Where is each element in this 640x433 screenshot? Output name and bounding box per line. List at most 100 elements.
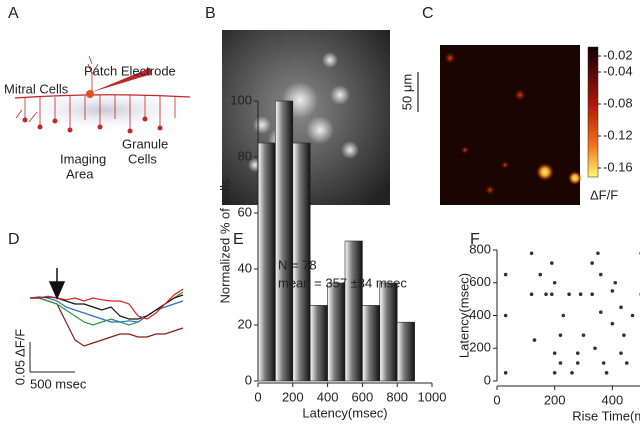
diagram: Patch Electrode Mitral Cells Imaging Are…: [4, 55, 200, 181]
point: [532, 338, 537, 342]
x-tick-label: 200: [282, 389, 304, 404]
point: [503, 371, 508, 375]
bar: [362, 305, 381, 382]
point: [575, 351, 580, 355]
y-tick-label: 0: [245, 372, 252, 387]
point: [575, 361, 580, 365]
colorbar-tick-label: -0.16: [603, 159, 633, 174]
scale-bar-label: 0.05 ΔF/F: [12, 329, 27, 385]
point: [578, 292, 583, 297]
colorbar-tick-label: -0.02: [603, 47, 633, 62]
y-tick-label: 100: [230, 92, 252, 107]
panel-labels: A B C D E F: [8, 5, 480, 248]
arrow: [48, 268, 66, 300]
bar: [309, 305, 328, 382]
point: [558, 361, 563, 365]
colorbar-tick-label: -0.08: [603, 95, 633, 110]
point: [558, 333, 563, 337]
point: [561, 313, 566, 318]
point: [552, 280, 557, 285]
panel-label: F: [470, 231, 480, 248]
bar: [344, 240, 363, 382]
heatmap-image: [440, 45, 580, 205]
trace: [30, 297, 184, 347]
y-tick-label: 200: [469, 340, 491, 355]
patched-cell: [86, 90, 94, 98]
point: [624, 361, 629, 365]
y-tick-label: 80: [238, 148, 252, 163]
bar: [379, 282, 398, 382]
point: [604, 371, 609, 375]
point: [503, 313, 508, 318]
point: [590, 292, 594, 297]
fluorescence-image: 50 μm: [222, 30, 419, 205]
point: [610, 289, 615, 293]
y-tick-label: 800: [469, 241, 491, 256]
panel-label: D: [8, 231, 20, 248]
point: [599, 272, 603, 277]
heatmap: [440, 45, 599, 205]
granule-somata: [22, 116, 163, 134]
x-tick-label: 400: [601, 392, 623, 407]
trace: [30, 294, 184, 320]
trace: [30, 288, 184, 320]
scale-bar-label: 50 μm: [399, 74, 414, 110]
x-tick-label: 1000: [418, 389, 447, 404]
y-axis-label: Latency(msec): [456, 273, 471, 358]
label: Area: [66, 166, 94, 181]
x-axis-label: Rise Time(msec): [572, 408, 640, 423]
point: [593, 346, 597, 351]
bar: [327, 282, 346, 382]
point: [552, 371, 557, 375]
point: [581, 333, 586, 337]
y-tick-label: 0: [484, 372, 491, 387]
point: [544, 292, 548, 297]
point: [590, 261, 594, 265]
x-tick-label: 200: [544, 392, 566, 407]
panel-label: E: [233, 231, 244, 248]
label: Patch Electrode: [84, 63, 176, 78]
y-tick-label: 600: [469, 274, 491, 289]
point: [570, 371, 574, 375]
colorbar-label: ΔF/F: [590, 187, 618, 202]
y-tick-label: 400: [469, 307, 491, 322]
colorbar-tick-label: -0.04: [603, 63, 633, 78]
x-tick-label: 400: [317, 389, 339, 404]
point: [610, 321, 615, 326]
bar: [396, 321, 415, 382]
y-tick-label: 20: [238, 316, 252, 331]
x-axis-label: Latency(msec): [302, 405, 387, 420]
point: [549, 292, 554, 297]
annotation: N = 78: [278, 257, 317, 272]
electrode: [92, 68, 152, 92]
scale-bar-label: 500 msec: [30, 376, 87, 391]
point: [630, 313, 635, 318]
label: Mitral Cells: [4, 81, 69, 96]
y-axis-label: Normalized % of cells: [217, 178, 232, 303]
bar: [257, 142, 276, 382]
colorbar: [587, 46, 599, 178]
point: [619, 351, 623, 355]
panel-label: B: [205, 5, 216, 22]
label: Cells: [128, 151, 157, 166]
y-tick-label: 60: [238, 204, 252, 219]
point: [552, 351, 557, 355]
label: Granule: [122, 136, 168, 151]
y-tick-label: 40: [238, 260, 252, 275]
point: [503, 272, 508, 277]
point: [619, 305, 623, 310]
point: [567, 292, 571, 297]
x-tick-label: 0: [493, 392, 500, 407]
panel-label: C: [422, 5, 434, 22]
point: [538, 272, 543, 277]
x-tick-label: 600: [352, 389, 374, 404]
dendrites: [15, 55, 176, 129]
point: [529, 251, 534, 256]
annotation: mean = 357 ±34 msec: [278, 275, 407, 290]
mitral-layer: [14, 94, 191, 99]
point: [613, 280, 618, 285]
panel-label: A: [8, 5, 19, 22]
x-tick-label: 0: [254, 389, 261, 404]
point: [599, 310, 603, 315]
